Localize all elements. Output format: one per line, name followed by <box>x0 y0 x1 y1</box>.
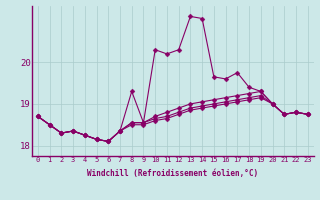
X-axis label: Windchill (Refroidissement éolien,°C): Windchill (Refroidissement éolien,°C) <box>87 169 258 178</box>
